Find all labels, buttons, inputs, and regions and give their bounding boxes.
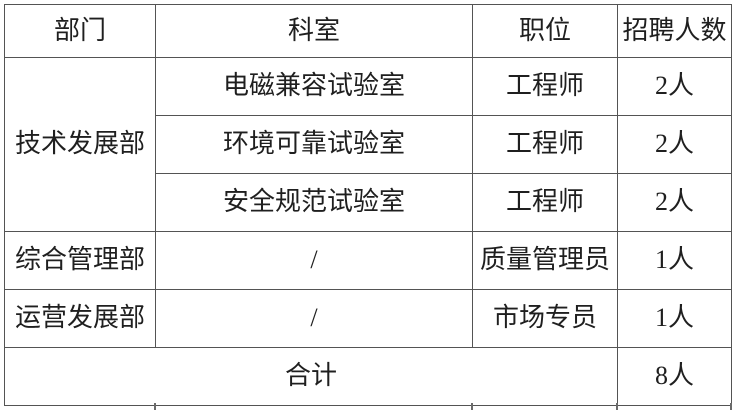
header-cell-section: 科室 xyxy=(155,4,473,58)
header-cell-department: 部门 xyxy=(4,4,156,58)
table-row: 环境可靠试验室 工程师 2人 xyxy=(5,115,732,174)
cell-headcount: 1人 xyxy=(617,289,732,348)
cell-position: 工程师 xyxy=(472,115,618,174)
cell-headcount: 2人 xyxy=(617,57,732,116)
cell-section: 电磁兼容试验室 xyxy=(155,57,473,116)
cell-section: 环境可靠试验室 xyxy=(155,115,473,174)
table-header-row: 部门 科室 职位 招聘人数 xyxy=(4,4,732,58)
cell-headcount: 1人 xyxy=(617,231,732,290)
cell-position: 质量管理员 xyxy=(472,231,618,290)
cell-position: 市场专员 xyxy=(472,289,618,348)
cell-headcount: 2人 xyxy=(617,173,732,232)
table-row: 综合管理部 / 质量管理员 1人 xyxy=(4,231,732,290)
gridline-stub xyxy=(616,403,618,410)
cell-headcount: 2人 xyxy=(617,115,732,174)
header-cell-headcount: 招聘人数 xyxy=(617,4,732,58)
cell-section: 安全规范试验室 xyxy=(155,173,473,232)
recruitment-table: 部门 科室 职位 招聘人数 技术发展部 电磁兼容试验室 工程师 2人 环境可靠试… xyxy=(4,4,732,406)
cell-total-headcount: 8人 xyxy=(617,347,732,406)
cell-position: 工程师 xyxy=(472,173,618,232)
table-row: 运营发展部 / 市场专员 1人 xyxy=(4,289,732,348)
header-cell-position: 职位 xyxy=(472,4,618,58)
table-row: 技术发展部 电磁兼容试验室 工程师 2人 xyxy=(4,57,732,232)
table-total-row: 合计 8人 xyxy=(4,347,732,406)
gridline-stub xyxy=(154,403,156,410)
cell-department: 综合管理部 xyxy=(4,231,156,290)
cell-position: 工程师 xyxy=(472,57,618,116)
gridline-stub xyxy=(730,403,732,410)
cell-department-merged: 技术发展部 xyxy=(4,57,156,232)
cell-section-empty: / xyxy=(155,231,473,290)
cell-section-empty: / xyxy=(155,289,473,348)
cell-total-label: 合计 xyxy=(4,347,618,406)
gridline-stub xyxy=(471,403,473,410)
cell-department: 运营发展部 xyxy=(4,289,156,348)
